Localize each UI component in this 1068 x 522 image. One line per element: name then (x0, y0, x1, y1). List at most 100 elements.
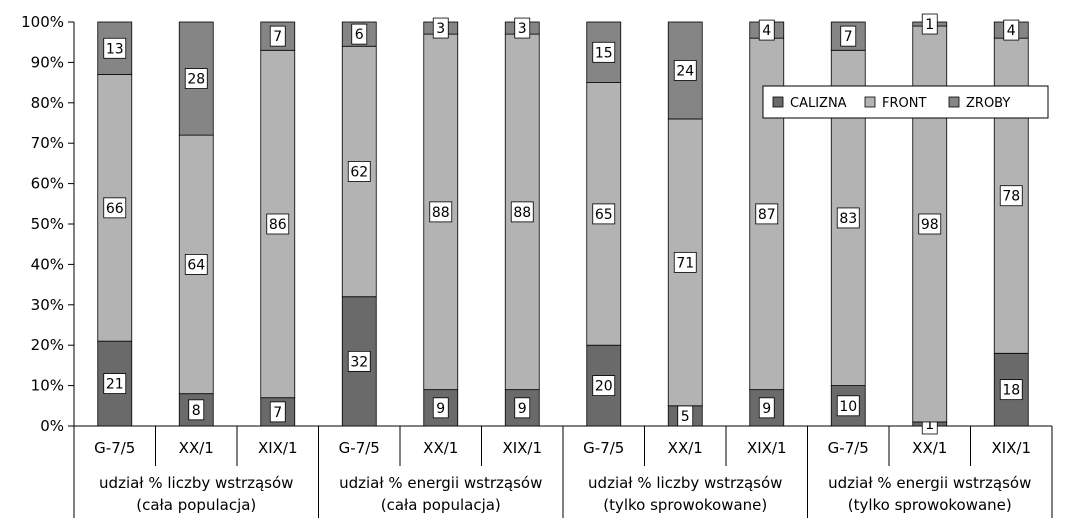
group-label-line2: (tylko sprowokowane) (848, 496, 1012, 514)
data-label-box (351, 23, 368, 45)
category-label: XIX/1 (502, 439, 542, 457)
data-label-box (103, 373, 127, 394)
data-label-box (673, 251, 697, 273)
data-label-box (103, 37, 127, 59)
bar-calizna-4 (423, 389, 459, 427)
category-label: XX/1 (423, 439, 458, 457)
data-label: 20 (595, 379, 613, 395)
data-label-box (836, 207, 860, 229)
data-label: 18 (1002, 383, 1020, 399)
data-label: 7 (844, 29, 853, 45)
data-label-box (758, 397, 775, 419)
data-label: 88 (513, 205, 531, 221)
data-label: 88 (432, 205, 450, 221)
y-tick-label: 100% (21, 13, 64, 31)
category-label: XIX/1 (991, 439, 1031, 457)
group-label-line2: (cała populacja) (136, 496, 256, 514)
data-label-box (592, 41, 616, 63)
legend-swatch-front (864, 96, 876, 108)
group-label-line2: (cała populacja) (381, 496, 501, 514)
group-label-line1: udział % liczby wstrząsów (99, 474, 293, 492)
data-label-box (840, 25, 857, 47)
category-label: G-7/5 (339, 439, 380, 457)
group-label-line2: (tylko sprowokowane) (603, 496, 767, 514)
category-label: XX/1 (668, 439, 703, 457)
data-label-box (432, 17, 449, 39)
data-label-box (592, 375, 616, 397)
data-label: 87 (758, 207, 776, 223)
data-label: 9 (762, 401, 771, 417)
data-label: 78 (1002, 189, 1020, 205)
data-label: 66 (106, 201, 124, 217)
legend-label-calizna: CALIZNA (790, 96, 847, 111)
data-label-box (918, 213, 942, 235)
data-label: 13 (106, 41, 124, 57)
data-label-box (269, 25, 286, 47)
data-label-box (266, 213, 290, 235)
data-label-box (836, 395, 860, 417)
data-label: 83 (839, 211, 857, 227)
data-label: 65 (595, 207, 613, 223)
data-label-box (510, 201, 534, 223)
data-label-box (921, 13, 938, 35)
data-label-box (347, 350, 371, 372)
data-label-box (269, 401, 286, 423)
data-label-box (184, 253, 208, 275)
data-label: 4 (762, 23, 771, 39)
legend-box (762, 85, 1049, 119)
category-label: XIX/1 (258, 439, 298, 457)
category-label: G-7/5 (828, 439, 869, 457)
data-label: 7 (273, 405, 282, 421)
group-label-line1: udział % liczby wstrząsów (588, 474, 782, 492)
data-label: 21 (106, 377, 124, 393)
data-label-box (514, 17, 531, 39)
data-label: 9 (436, 401, 445, 417)
y-tick-label: 20% (31, 336, 64, 354)
data-label: 3 (436, 21, 445, 37)
data-label-box (432, 397, 449, 419)
category-label: XX/1 (912, 439, 947, 457)
y-tick-label: 50% (31, 215, 64, 233)
category-label: G-7/5 (94, 439, 135, 457)
group-label-line1: udział % energii wstrząsów (339, 474, 542, 492)
data-label-box (1003, 19, 1020, 41)
data-label-box (103, 197, 127, 219)
y-tick-label: 10% (31, 377, 64, 395)
y-tick-label: 30% (31, 296, 64, 314)
data-label: 1 (925, 17, 934, 33)
data-label: 4 (1007, 23, 1016, 39)
data-label-box (758, 19, 775, 41)
data-label-box (429, 201, 453, 223)
data-label: 62 (350, 164, 368, 180)
y-tick-label: 60% (31, 175, 64, 193)
category-label: XX/1 (179, 439, 214, 457)
data-label-box (755, 203, 779, 225)
group-label-line1: udział % energii wstrząsów (828, 474, 1031, 492)
data-label-box (592, 203, 616, 225)
legend-swatch-calizna (772, 96, 784, 108)
data-label: 5 (681, 409, 690, 425)
legend-swatch-zroby (948, 96, 960, 108)
y-tick-label: 90% (31, 53, 64, 71)
data-label: 6 (355, 27, 364, 43)
data-label: 3 (518, 21, 527, 37)
y-tick-label: 0% (40, 417, 64, 435)
data-label-box (673, 60, 697, 81)
data-label: 8 (192, 403, 201, 419)
legend-label-front: FRONT (882, 96, 926, 111)
data-label: 10 (839, 399, 857, 415)
data-label: 15 (595, 45, 613, 61)
data-label: 24 (676, 63, 694, 79)
y-tick-label: 40% (31, 255, 64, 273)
data-label-box (184, 68, 208, 89)
data-label-box (188, 399, 205, 421)
category-label: XIX/1 (747, 439, 787, 457)
data-label-box (347, 161, 371, 182)
y-tick-label: 70% (31, 134, 64, 152)
data-label-box (999, 379, 1023, 401)
data-label: 7 (273, 29, 282, 45)
category-label: G-7/5 (583, 439, 624, 457)
data-label: 71 (676, 255, 694, 271)
data-label: 32 (350, 354, 368, 370)
